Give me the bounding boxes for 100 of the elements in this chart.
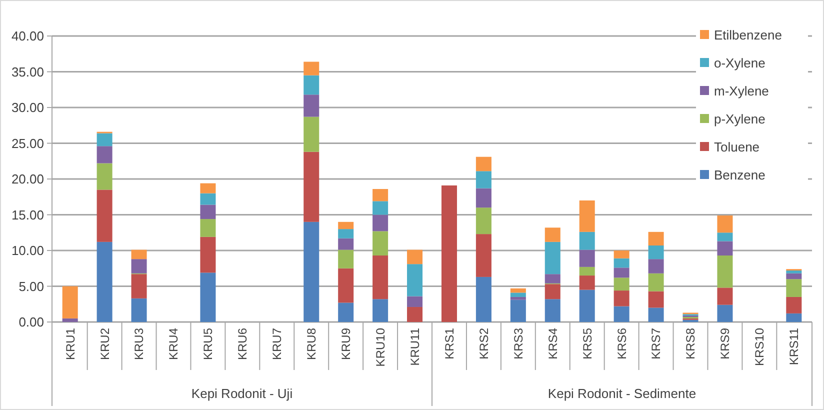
bar [200, 236, 216, 273]
bar [96, 146, 112, 164]
bar [614, 290, 630, 306]
bar [614, 306, 630, 322]
bar [131, 274, 147, 298]
bar [786, 313, 802, 322]
bar [62, 286, 78, 318]
bar [200, 183, 216, 194]
bar [579, 266, 595, 276]
bar [96, 163, 112, 190]
bar [614, 250, 630, 258]
bar [338, 238, 354, 250]
legend-label: Etilbenzene [714, 28, 782, 43]
bar [648, 232, 664, 246]
legend-label: o-Xylene [714, 56, 766, 71]
bar [476, 188, 492, 208]
bar [579, 276, 595, 290]
bar [614, 258, 630, 268]
x-tick-label: KRU5 [201, 328, 216, 360]
bar [407, 306, 423, 322]
bar [717, 304, 733, 322]
bar [614, 268, 630, 278]
bar [338, 302, 354, 322]
y-tick-label: 0.00 [18, 314, 44, 330]
x-tick-label: KRS2 [476, 328, 491, 360]
y-tick-label: 40.00 [11, 28, 44, 44]
bar [96, 190, 112, 242]
x-tick-label: KRS7 [649, 328, 664, 360]
x-tick-label: KRU3 [132, 328, 146, 360]
bar [407, 250, 423, 264]
y-tick-label: 15.00 [11, 207, 44, 222]
legend-label: Benzene [714, 168, 766, 183]
text: Kepi Rodonit - Uji [191, 386, 293, 401]
bar [372, 214, 388, 232]
x-tick-label: KRS6 [614, 328, 629, 360]
bar [717, 288, 733, 305]
bar [407, 264, 423, 296]
bar [476, 276, 492, 322]
bar [614, 278, 630, 291]
bar [476, 234, 492, 277]
x-tick-label: KRS10 [752, 328, 767, 366]
x-tick-label: KRS8 [684, 328, 698, 360]
x-tick-label: KRU9 [339, 328, 354, 360]
bar [407, 296, 423, 307]
y-tick-label: 20.00 [11, 172, 44, 187]
text: Kepi Rodonit - Sedimente [548, 386, 696, 401]
bar [372, 256, 388, 300]
bar [372, 189, 388, 202]
x-tick-label: KRS3 [511, 328, 526, 360]
bar [200, 204, 216, 220]
bar [717, 256, 733, 288]
y-tick-label: 5.00 [18, 278, 44, 294]
y-tick-label: 30.00 [11, 100, 44, 116]
bar [304, 62, 320, 76]
bar [717, 215, 733, 233]
bar [372, 299, 388, 322]
bar [96, 133, 112, 146]
bar [96, 242, 112, 322]
bar [510, 300, 526, 322]
legend-label: m-Xylene [714, 84, 769, 99]
y-tick-label: 10.00 [11, 243, 44, 258]
bar [786, 273, 802, 280]
x-tick-label: KRU7 [270, 328, 284, 360]
legend-label: Toluene [714, 140, 760, 155]
bar [544, 299, 560, 322]
bar [544, 242, 560, 274]
x-tick-label: KRU4 [166, 328, 181, 360]
bar [200, 193, 216, 205]
bar [131, 259, 147, 274]
bar [338, 250, 354, 268]
bar [476, 208, 492, 234]
x-tick-label: KRS4 [546, 328, 560, 360]
x-tick-label: KRU6 [236, 328, 250, 360]
x-tick-label: KRS5 [580, 328, 594, 360]
bar [544, 284, 560, 300]
bar [476, 156, 492, 172]
bar [372, 231, 388, 256]
bar [338, 268, 354, 303]
bar [372, 201, 388, 215]
bar [304, 152, 320, 222]
x-tick-label: KRU10 [374, 328, 388, 367]
bar [476, 171, 492, 188]
bar [717, 232, 733, 242]
bar [304, 94, 320, 117]
bar [648, 259, 664, 274]
bar [648, 273, 664, 292]
bar [200, 272, 216, 322]
bar [648, 308, 664, 322]
x-tick-label: KRS9 [718, 328, 732, 360]
x-tick-label: KRS1 [442, 328, 456, 360]
bar [579, 200, 595, 232]
bar [304, 222, 320, 322]
bar [579, 250, 595, 267]
bar [304, 75, 320, 95]
bar [544, 274, 560, 284]
bar [579, 232, 595, 250]
bar [62, 318, 78, 322]
bar [717, 241, 733, 256]
y-tick-label: 25.00 [11, 136, 44, 151]
bar [786, 270, 802, 274]
